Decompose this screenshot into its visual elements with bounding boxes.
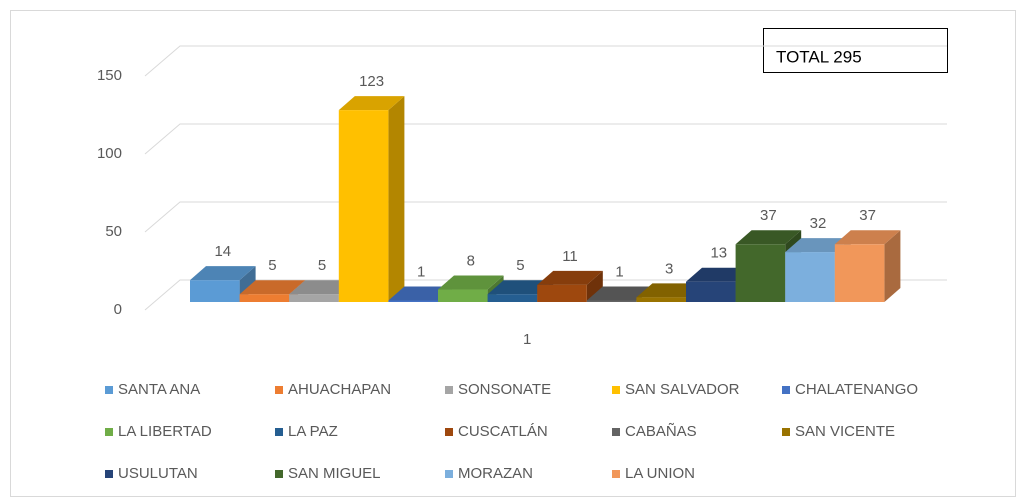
grid-line bbox=[144, 45, 947, 77]
legend-label: LA LIBERTAD bbox=[118, 423, 212, 440]
bar bbox=[537, 284, 587, 302]
annotation: TOTAL 295 bbox=[776, 47, 862, 66]
bar-top bbox=[239, 280, 306, 295]
legend-swatch bbox=[275, 470, 283, 478]
bar-top bbox=[289, 280, 355, 295]
y-tick-label: 0 bbox=[114, 301, 122, 318]
data-label: 11 bbox=[562, 248, 578, 265]
legend-label: CUSCATLÁN bbox=[458, 423, 548, 440]
data-label: 37 bbox=[760, 207, 777, 224]
data-label: 14 bbox=[214, 243, 231, 260]
legend-swatch bbox=[782, 386, 790, 394]
legend-swatch bbox=[445, 470, 453, 478]
legend-swatch bbox=[612, 386, 620, 394]
grid-line bbox=[144, 201, 947, 233]
legend-swatch bbox=[782, 428, 790, 436]
data-label: 37 bbox=[859, 207, 876, 224]
bar-top bbox=[686, 267, 752, 282]
legend-label: SONSONATE bbox=[458, 381, 551, 398]
bar bbox=[834, 244, 885, 302]
bar-side bbox=[884, 230, 901, 302]
bar bbox=[239, 294, 290, 302]
bar bbox=[487, 294, 538, 302]
y-tick-label: 100 bbox=[97, 145, 122, 162]
data-label: 5 bbox=[318, 257, 326, 274]
bar bbox=[586, 300, 637, 302]
bar-top bbox=[487, 280, 554, 295]
bar bbox=[289, 294, 339, 302]
data-label: 3 bbox=[665, 260, 673, 277]
legend-swatch bbox=[275, 428, 283, 436]
bar-top bbox=[636, 283, 702, 298]
legend-label: MORAZAN bbox=[458, 465, 533, 482]
bar-top bbox=[438, 275, 504, 290]
data-label: 123 bbox=[359, 73, 384, 90]
legend-label: CHALATENANGO bbox=[795, 381, 918, 398]
bar-top bbox=[537, 270, 603, 285]
data-label: 13 bbox=[710, 245, 727, 262]
bar-top bbox=[338, 96, 405, 111]
legend-swatch bbox=[612, 428, 620, 436]
total-box bbox=[763, 28, 948, 73]
legend-label: LA UNION bbox=[625, 465, 695, 482]
legend-swatch bbox=[275, 386, 283, 394]
bar bbox=[686, 281, 736, 302]
data-label: 1 bbox=[615, 263, 623, 280]
bar bbox=[388, 300, 438, 302]
data-label: 5 bbox=[268, 257, 276, 274]
bar-top bbox=[834, 230, 901, 245]
data-label: 5 bbox=[516, 257, 524, 274]
legend-label: AHUACHAPAN bbox=[288, 381, 391, 398]
bar bbox=[338, 110, 389, 303]
legend-label: SANTA ANA bbox=[118, 381, 200, 398]
bar-side bbox=[586, 270, 603, 302]
bar-top bbox=[586, 286, 653, 301]
legend-swatch bbox=[445, 386, 453, 394]
y-tick-label: 50 bbox=[105, 223, 122, 240]
legend-label: SAN MIGUEL bbox=[288, 465, 381, 482]
legend-label: SAN VICENTE bbox=[795, 423, 895, 440]
legend-swatch bbox=[105, 428, 113, 436]
grid-line bbox=[144, 123, 947, 155]
bar bbox=[636, 297, 686, 302]
y-tick-label: 150 bbox=[97, 67, 122, 84]
bar bbox=[785, 252, 835, 302]
data-label: 1 bbox=[417, 263, 425, 280]
bar bbox=[438, 289, 488, 302]
legend-label: USULUTAN bbox=[118, 465, 198, 482]
bar-side bbox=[388, 96, 405, 303]
data-label: 8 bbox=[467, 252, 475, 269]
bar bbox=[190, 280, 240, 302]
legend-swatch bbox=[105, 470, 113, 478]
bar bbox=[735, 244, 786, 302]
bar-top bbox=[735, 230, 802, 245]
legend-label: SAN SALVADOR bbox=[625, 381, 740, 398]
legend-label: CABAÑAS bbox=[625, 423, 697, 440]
data-label: 32 bbox=[810, 215, 827, 232]
bar-top bbox=[190, 266, 256, 281]
legend-label: LA PAZ bbox=[288, 423, 338, 440]
bar-top bbox=[785, 238, 851, 253]
legend-swatch bbox=[612, 470, 620, 478]
legend-swatch bbox=[445, 428, 453, 436]
legend-swatch bbox=[105, 386, 113, 394]
x-tick-label: 1 bbox=[523, 331, 531, 348]
bar-top bbox=[388, 286, 454, 301]
